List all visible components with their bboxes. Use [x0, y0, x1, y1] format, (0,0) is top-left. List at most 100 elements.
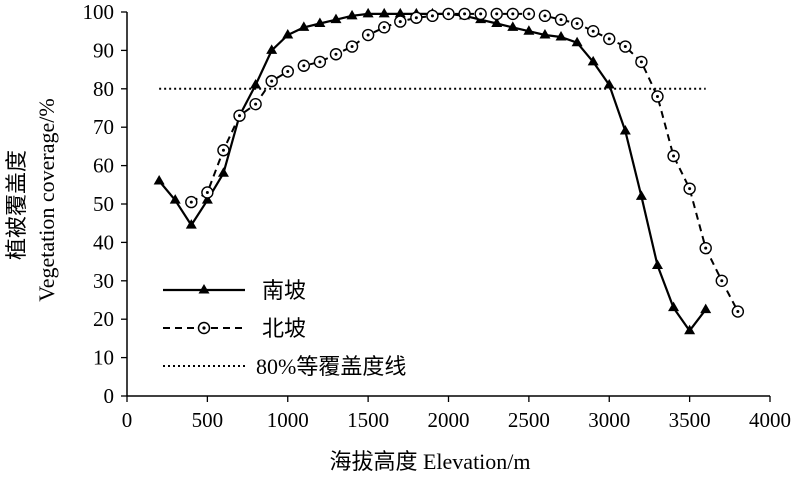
- x-axis-title: 海拔高度 Elevation/m: [329, 449, 530, 474]
- y-tick-label: 90: [93, 38, 114, 62]
- data-point-circle-center: [543, 14, 547, 18]
- data-point-triangle: [330, 13, 342, 24]
- data-point-circle-center: [334, 52, 338, 56]
- series-layer: [153, 7, 745, 335]
- data-point-triangle: [635, 190, 647, 200]
- data-point-triangle: [201, 194, 213, 204]
- data-point-circle-center: [238, 114, 242, 118]
- legend-label-reference: 80%等覆盖度线: [256, 354, 406, 379]
- data-point-circle-center: [382, 25, 386, 29]
- data-point-circle-center: [189, 200, 193, 204]
- y-tick-label: 100: [83, 0, 115, 24]
- data-point-circle-center: [479, 12, 483, 16]
- data-point-triangle: [684, 324, 696, 335]
- data-point-triangle: [185, 219, 197, 229]
- legend-item-reference: 80%等覆盖度线: [163, 354, 406, 379]
- legend-item-north: 北坡: [163, 316, 306, 341]
- data-point-triangle: [700, 303, 712, 314]
- y-tick-label: 70: [93, 115, 114, 139]
- y-tick-label: 20: [93, 307, 114, 331]
- x-tick-label: 0: [122, 408, 133, 432]
- data-point-triangle: [507, 21, 519, 31]
- data-point-circle-center: [623, 45, 627, 49]
- data-point-circle-center: [463, 12, 467, 16]
- data-point-circle-center: [607, 37, 611, 41]
- x-tick-label: 500: [192, 408, 224, 432]
- x-tick-label: 1500: [347, 408, 389, 432]
- x-tick-label: 1000: [267, 408, 309, 432]
- data-point-triangle: [523, 25, 535, 35]
- x-tick-label: 3000: [588, 408, 630, 432]
- y-tick-label: 10: [93, 346, 114, 370]
- data-point-circle-center: [447, 12, 450, 16]
- data-point-triangle: [169, 194, 181, 204]
- data-point-triangle: [298, 21, 310, 31]
- y-tick-label: 80: [93, 77, 114, 101]
- data-point-triangle: [587, 55, 599, 66]
- legend: 南坡 北坡 80%等覆盖度线: [163, 278, 406, 379]
- y-axis-title-cn: 植被覆盖度: [4, 150, 29, 260]
- data-point-triangle: [491, 17, 503, 28]
- y-tick-label: 50: [93, 192, 114, 216]
- data-point-circle-center: [655, 94, 659, 98]
- x-tick-label: 3500: [669, 408, 711, 432]
- data-point-circle-center: [414, 16, 418, 20]
- data-point-circle-center: [366, 33, 370, 37]
- data-point-circle-center: [639, 60, 643, 64]
- data-point-circle-center: [511, 12, 515, 16]
- series-south: [153, 7, 712, 335]
- data-point-triangle: [346, 9, 358, 20]
- data-point-circle-center: [270, 79, 274, 83]
- data-point-circle-center: [286, 70, 290, 74]
- legend-label-north: 北坡: [262, 316, 306, 341]
- data-point-triangle: [394, 7, 406, 18]
- data-point-triangle: [250, 78, 262, 89]
- y-axis-title-en: Vegetation coverage/%: [34, 98, 59, 301]
- x-tick-label: 4000: [749, 408, 791, 432]
- data-point-triangle: [217, 167, 229, 177]
- data-point-circle-center: [302, 64, 306, 68]
- data-point-circle-center: [672, 154, 676, 158]
- data-point-triangle: [619, 125, 631, 135]
- legend-swatch-north-marker-dot: [202, 326, 206, 330]
- data-point-circle-center: [559, 18, 563, 22]
- data-point-triangle: [668, 301, 680, 312]
- data-point-triangle: [378, 7, 390, 18]
- data-point-circle-center: [591, 29, 595, 33]
- series-north: [185, 7, 745, 318]
- data-point-circle-center: [205, 190, 209, 194]
- y-tick-label: 0: [104, 384, 115, 408]
- data-point-circle-center: [736, 310, 740, 314]
- x-tick-label: 2500: [508, 408, 550, 432]
- data-point-circle-center: [221, 148, 225, 152]
- data-point-circle-center: [318, 60, 322, 64]
- data-point-circle-center: [254, 102, 258, 106]
- data-point-circle-center: [720, 279, 724, 283]
- legend-item-south: 南坡: [163, 278, 306, 303]
- data-point-circle-center: [495, 12, 499, 16]
- y-tick-label: 60: [93, 154, 114, 178]
- data-point-triangle: [555, 30, 567, 41]
- y-tick-label: 30: [93, 269, 114, 293]
- y-axis-ticks: 0 10 20 30 40 50 60 70 80 90 100: [83, 0, 127, 408]
- data-point-circle-center: [398, 20, 402, 24]
- data-point-triangle: [603, 78, 615, 89]
- data-point-triangle: [266, 44, 278, 54]
- x-tick-label: 2000: [428, 408, 470, 432]
- data-point-circle-center: [575, 22, 579, 26]
- legend-swatch-south-marker: [198, 284, 210, 294]
- data-point-triangle: [314, 17, 326, 28]
- data-point-circle-center: [688, 187, 692, 191]
- data-point-triangle: [153, 174, 165, 185]
- data-point-circle-center: [704, 246, 708, 250]
- x-axis-ticks: 0 500 1000 1500 2000 2500 3000 3500 4000: [122, 396, 791, 432]
- data-point-circle-center: [350, 45, 354, 49]
- data-point-triangle: [571, 36, 583, 47]
- axes: [126, 12, 770, 397]
- y-tick-label: 40: [93, 230, 114, 254]
- data-point-circle-center: [430, 14, 434, 18]
- series-line: [158, 12, 707, 332]
- data-point-triangle: [539, 29, 551, 39]
- data-point-triangle: [362, 7, 374, 18]
